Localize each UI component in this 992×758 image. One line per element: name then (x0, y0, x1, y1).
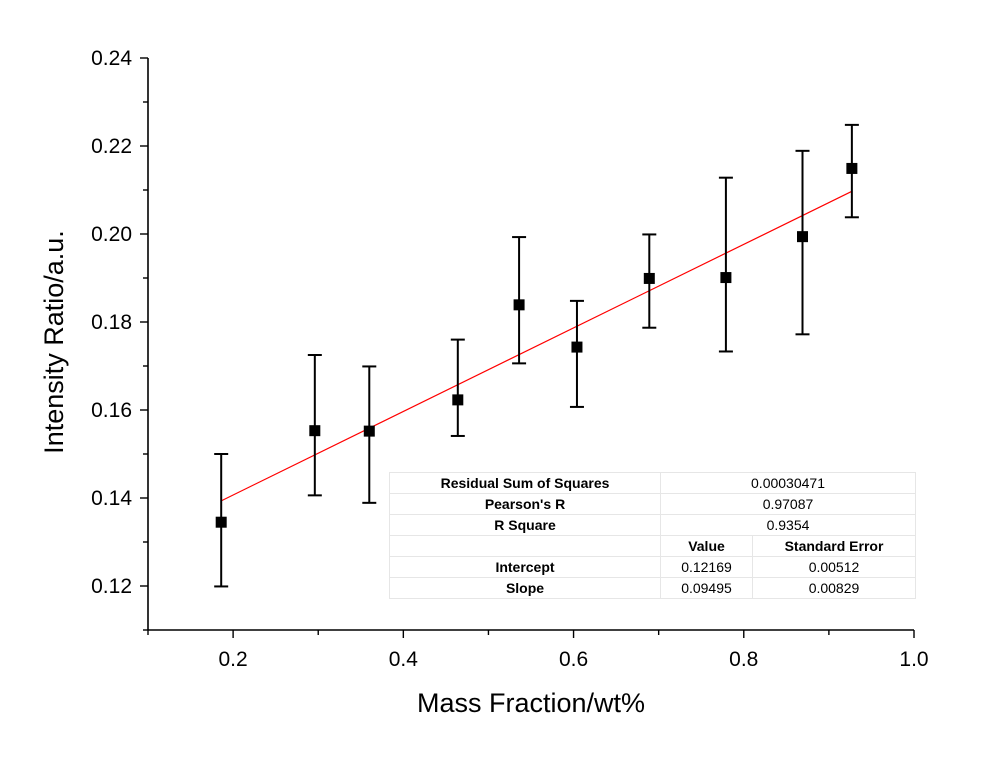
data-point (643, 272, 655, 284)
axes-layer: 0.2 0.4 0.6 0.8 1.0 0.12 0.14 0.16 0.18 0.20 0.22 0… (91, 47, 928, 671)
y-tick-label: 0.18 (91, 311, 132, 334)
y-tick-label: 0.14 (91, 487, 132, 510)
y-axis-title: Intensity Ratio/a.u. (39, 230, 69, 454)
intercept-value: 0.12169 (660, 556, 753, 578)
data-point (363, 425, 375, 437)
x-tick-label: 1.0 (899, 648, 928, 671)
rss-label: Residual Sum of Squares (389, 472, 661, 494)
pearson-label: Pearson's R (389, 493, 661, 515)
data-point (720, 272, 732, 284)
intercept-stderr: 0.00512 (752, 556, 916, 578)
rsq-label: R Square (389, 514, 661, 536)
data-point (513, 299, 525, 311)
empty-cell (389, 535, 661, 557)
fit-line (220, 190, 853, 502)
table-row: Slope 0.09495 0.00829 (389, 577, 916, 599)
pearson-value: 0.97087 (660, 493, 916, 515)
stderr-header: Standard Error (752, 535, 916, 557)
rss-value: 0.00030471 (660, 472, 916, 494)
x-tick-label: 0.8 (729, 648, 758, 671)
y-tick-label: 0.12 (91, 575, 132, 598)
y-tick-label: 0.16 (91, 399, 132, 422)
table-row: Intercept 0.12169 0.00512 (389, 556, 916, 578)
intercept-label: Intercept (389, 556, 661, 578)
x-tick-label: 0.4 (389, 648, 419, 671)
x-tick-label: 0.2 (219, 648, 248, 671)
data-point (452, 394, 464, 406)
y-tick-label: 0.22 (91, 135, 132, 158)
table-row: Residual Sum of Squares 0.00030471 (389, 472, 916, 494)
slope-label: Slope (389, 577, 661, 599)
y-tick-label: 0.20 (91, 223, 132, 246)
table-row: R Square 0.9354 (389, 514, 916, 536)
slope-value: 0.09495 (660, 577, 753, 599)
table-row: Value Standard Error (389, 535, 916, 557)
value-header: Value (660, 535, 753, 557)
data-point (309, 425, 321, 437)
data-point (846, 162, 858, 174)
data-point (571, 341, 583, 353)
rsq-value: 0.9354 (660, 514, 916, 536)
data-points-layer (214, 123, 859, 588)
x-tick-label: 0.6 (559, 648, 588, 671)
data-point (797, 231, 809, 243)
fit-line-layer (220, 190, 853, 502)
y-tick-label: 0.24 (91, 47, 132, 70)
data-point (215, 516, 227, 528)
x-axis-title: Mass Fraction/wt% (417, 688, 645, 718)
fit-statistics-table: Residual Sum of Squares 0.00030471 Pears… (389, 472, 916, 599)
slope-stderr: 0.00829 (752, 577, 916, 599)
table-row: Pearson's R 0.97087 (389, 493, 916, 515)
